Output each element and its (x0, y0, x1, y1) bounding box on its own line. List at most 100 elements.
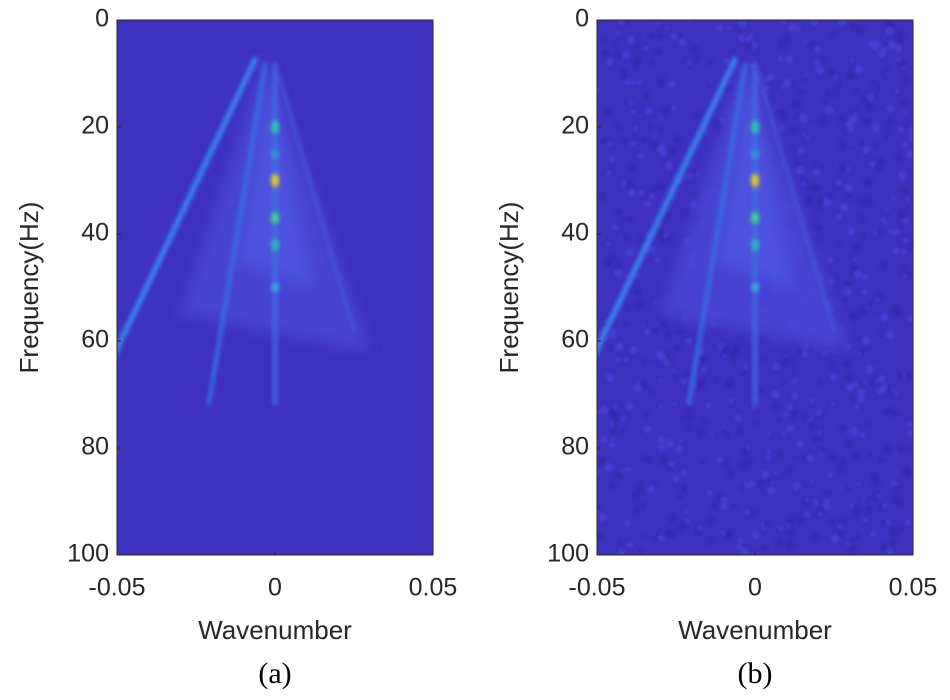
noise-speck (695, 529, 702, 536)
noise-speck (632, 125, 639, 132)
noise-speck (628, 40, 634, 46)
noise-speck (788, 22, 798, 32)
noise-speck (850, 539, 855, 544)
noise-speck (898, 170, 908, 180)
noise-speck (894, 454, 898, 458)
noise-speck (905, 125, 910, 131)
noise-speck (625, 402, 634, 411)
noise-speck (597, 513, 607, 523)
noise-speck (614, 268, 623, 277)
noise-speck (847, 227, 856, 236)
noise-speck (650, 186, 657, 193)
noise-speck (776, 417, 781, 422)
noise-speck (791, 392, 799, 400)
noise-speck (603, 257, 613, 267)
noise-speck (815, 66, 825, 75)
noise-speck (609, 428, 618, 436)
noise-speck (764, 84, 771, 91)
noise-speck (738, 460, 748, 470)
noise-speck (605, 58, 614, 66)
noise-speck (678, 521, 687, 531)
noise-speck (805, 497, 810, 502)
noise-speck (630, 79, 636, 85)
noise-speck (827, 453, 835, 462)
noise-speck (686, 60, 692, 65)
noise-speck (908, 134, 913, 142)
noise-speck (834, 92, 838, 96)
noise-speck (898, 59, 907, 68)
noise-speck (887, 228, 892, 233)
noise-speck (849, 58, 855, 63)
noise-speck (640, 136, 648, 144)
noise-speck (777, 124, 786, 133)
noise-speck (662, 158, 668, 164)
noise-speck (871, 476, 881, 486)
noise-speck (685, 337, 693, 345)
spots (271, 120, 279, 293)
noise-speck (776, 539, 783, 546)
noise-speck (850, 252, 854, 256)
noise-speck (887, 41, 895, 49)
spot (271, 282, 279, 293)
noise-speck (606, 170, 612, 177)
noise-speck (904, 519, 911, 526)
noise (597, 20, 913, 555)
noise-speck (633, 288, 641, 296)
noise-speck (786, 528, 795, 537)
noise-speck (705, 402, 712, 409)
noise-speck (621, 137, 629, 145)
noise-speck (600, 435, 609, 444)
noise-speck (850, 395, 855, 400)
noise-speck (890, 304, 900, 314)
spot (271, 238, 279, 251)
noise-speck (904, 469, 909, 474)
mode-line (276, 73, 356, 331)
noise-speck (657, 435, 666, 444)
noise-speck (809, 183, 817, 192)
noise-speck (612, 403, 618, 410)
noise-speck (737, 537, 744, 543)
noise-speck (866, 422, 872, 428)
noise-speck (836, 465, 844, 473)
noise-speck (709, 81, 713, 85)
noise-speck (682, 373, 687, 378)
noise-speck (867, 194, 872, 199)
y-tick-label: 100 (547, 540, 589, 568)
noise-speck (723, 58, 730, 65)
noise-speck (826, 499, 831, 503)
noise-speck (726, 24, 732, 31)
noise-speck (696, 428, 705, 437)
noise-speck (605, 241, 611, 246)
noise-speck (907, 472, 911, 476)
noise-speck (710, 433, 714, 437)
noise-speck (780, 84, 786, 90)
noise-speck (836, 82, 842, 87)
noise-speck (838, 20, 847, 26)
noise-speck (622, 235, 630, 242)
noise-speck (654, 47, 662, 56)
noise-speck (643, 425, 652, 434)
noise-speck (690, 201, 697, 209)
noise-speck (628, 286, 632, 290)
noise-speck (796, 517, 804, 525)
noise-speck (757, 387, 764, 394)
noise-speck (882, 69, 890, 77)
noise-speck (737, 57, 746, 66)
noise-speck (727, 470, 735, 477)
noise-speck (631, 246, 636, 250)
noise-speck (750, 510, 758, 517)
noise-speck (838, 164, 846, 172)
noise-speck (885, 26, 894, 36)
noise-speck (783, 34, 792, 43)
noise-speck (740, 485, 746, 490)
noise-speck (696, 378, 706, 388)
noise-speck (715, 24, 724, 32)
noise-speck (690, 45, 699, 54)
spot (751, 238, 759, 251)
noise-speck (859, 432, 866, 438)
noise-speck (875, 364, 879, 368)
noise-speck (878, 50, 886, 58)
noise-speck (676, 32, 683, 40)
noise-speck (763, 520, 771, 529)
noise-speck (887, 408, 894, 415)
